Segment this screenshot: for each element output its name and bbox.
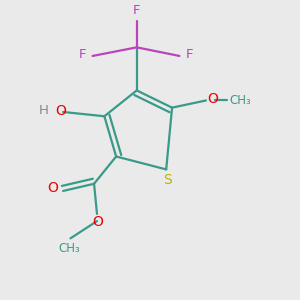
Text: O: O <box>207 92 218 106</box>
Text: O: O <box>92 215 103 230</box>
Text: S: S <box>163 173 172 187</box>
Text: F: F <box>185 48 193 61</box>
Text: CH₃: CH₃ <box>229 94 251 107</box>
Text: F: F <box>133 4 140 17</box>
Text: H: H <box>38 104 48 117</box>
Text: O: O <box>47 181 58 195</box>
Text: F: F <box>79 48 87 61</box>
Text: CH₃: CH₃ <box>58 242 80 255</box>
Text: O: O <box>55 103 66 118</box>
